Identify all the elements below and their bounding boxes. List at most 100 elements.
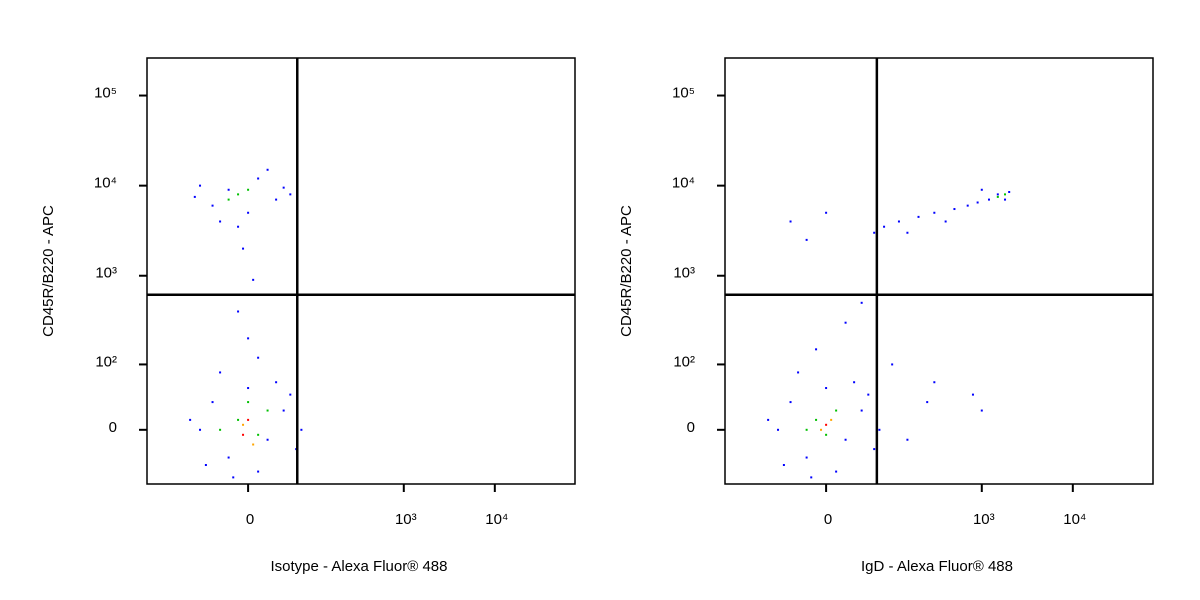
- event-dot: [247, 401, 250, 404]
- event-dot: [867, 393, 870, 396]
- event-dot: [883, 225, 886, 228]
- event-dot: [237, 225, 240, 228]
- event-dot: [242, 423, 245, 426]
- event-dot: [237, 310, 240, 313]
- event-dot: [906, 231, 909, 234]
- event-dot: [232, 476, 235, 479]
- event-dot: [247, 211, 250, 214]
- event-dot: [1008, 191, 1011, 194]
- x-axis-label: IgD - Alexa Fluor® 488: [861, 558, 1013, 575]
- event-dot: [891, 363, 894, 366]
- event-dot: [282, 409, 285, 412]
- event-dot: [237, 193, 240, 196]
- event-dot: [247, 387, 250, 390]
- event-dot: [844, 438, 847, 441]
- event-dot: [830, 418, 833, 421]
- event-dot: [873, 448, 876, 451]
- event-dot: [257, 433, 260, 436]
- event-dot: [933, 211, 936, 214]
- y-tick-label: 10³: [673, 265, 695, 282]
- event-dot: [242, 433, 245, 436]
- event-dot: [247, 188, 250, 191]
- y-tick-label: 0: [687, 419, 695, 436]
- event-dot: [825, 211, 828, 214]
- event-dot: [777, 428, 780, 431]
- y-axis-label: CD45R/B220 - APC: [40, 205, 57, 337]
- event-dot: [987, 198, 990, 201]
- event-dot: [189, 418, 192, 421]
- event-dot: [266, 438, 269, 441]
- event-dot: [767, 418, 770, 421]
- event-dot: [1004, 193, 1007, 196]
- event-dot: [300, 428, 303, 431]
- event-dot: [860, 409, 863, 412]
- event-dot: [980, 409, 983, 412]
- x-tick-label: 0: [246, 511, 254, 528]
- event-dot: [227, 456, 230, 459]
- event-dot: [996, 195, 999, 198]
- event-dot: [199, 184, 202, 187]
- event-dot: [971, 393, 974, 396]
- event-dot: [782, 464, 785, 467]
- y-tick-label: 10²: [95, 353, 117, 370]
- event-dot: [805, 238, 808, 241]
- event-dot: [193, 195, 196, 198]
- event-dot: [266, 409, 269, 412]
- y-tick-label: 10⁴: [672, 175, 695, 192]
- event-dot: [976, 201, 979, 204]
- event-dot: [289, 393, 292, 396]
- event-dot: [237, 418, 240, 421]
- event-dot: [257, 177, 260, 180]
- event-dot: [825, 423, 828, 426]
- plot-frame: [724, 57, 1154, 485]
- event-dot: [219, 428, 222, 431]
- event-dot: [1004, 198, 1007, 201]
- event-dot: [805, 428, 808, 431]
- event-dot: [242, 247, 245, 250]
- event-dot: [825, 387, 828, 390]
- event-dot: [275, 198, 278, 201]
- event-dot: [853, 381, 856, 384]
- event-dot: [966, 204, 969, 207]
- event-dot: [860, 301, 863, 304]
- event-dot: [873, 231, 876, 234]
- event-dot: [996, 193, 999, 196]
- event-dot: [227, 188, 230, 191]
- event-dot: [789, 220, 792, 223]
- event-dot: [810, 476, 813, 479]
- event-dot: [878, 428, 881, 431]
- event-dot: [926, 401, 929, 404]
- event-dot: [825, 433, 828, 436]
- event-dot: [227, 198, 230, 201]
- event-dot: [252, 443, 255, 446]
- y-tick-label: 0: [109, 419, 117, 436]
- event-dot: [219, 220, 222, 223]
- y-axis-label: CD45R/B220 - APC: [618, 205, 635, 337]
- x-tick-label: 0: [824, 511, 832, 528]
- y-tick-label: 10⁵: [94, 85, 117, 102]
- event-dot: [247, 418, 250, 421]
- event-dot: [944, 220, 947, 223]
- event-dot: [204, 464, 207, 467]
- y-tick-label: 10⁵: [672, 85, 695, 102]
- event-dot: [199, 428, 202, 431]
- plot-frame: [146, 57, 576, 485]
- event-dot: [266, 168, 269, 171]
- x-axis-label: Isotype - Alexa Fluor® 488: [271, 558, 448, 575]
- event-dot: [789, 401, 792, 404]
- event-dot: [211, 401, 214, 404]
- event-dot: [815, 348, 818, 351]
- event-dot: [257, 356, 260, 359]
- event-dot: [917, 215, 920, 218]
- event-dot: [275, 381, 278, 384]
- x-tick-label: 10⁴: [485, 511, 508, 528]
- y-tick-label: 10²: [673, 353, 695, 370]
- event-dot: [815, 418, 818, 421]
- event-dot: [247, 337, 250, 340]
- event-dot: [933, 381, 936, 384]
- event-dot: [219, 371, 222, 374]
- event-dot: [980, 188, 983, 191]
- event-dot: [906, 438, 909, 441]
- event-dot: [820, 428, 823, 431]
